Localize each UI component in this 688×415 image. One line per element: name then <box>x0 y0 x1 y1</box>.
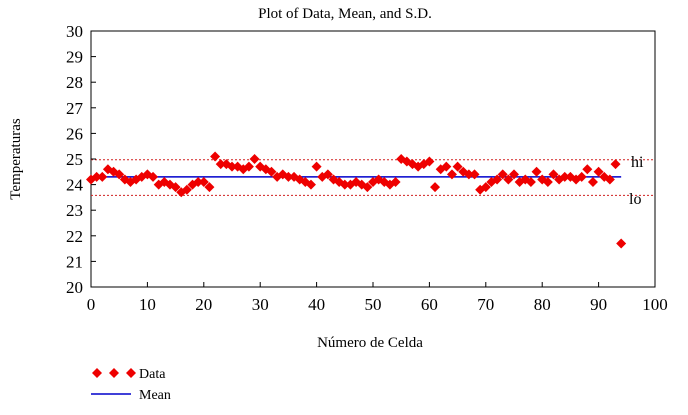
data-point <box>446 169 457 180</box>
legend-data-swatch <box>92 368 136 378</box>
x-tick-label: 50 <box>365 295 382 314</box>
plot-area-frame <box>90 30 656 288</box>
data-point <box>170 182 181 193</box>
data-point <box>576 171 587 182</box>
x-tick-label: 20 <box>195 295 212 314</box>
data-point <box>492 174 503 185</box>
data-point <box>463 169 474 180</box>
data-point <box>97 171 108 182</box>
data-point <box>114 169 125 180</box>
y-tick-label: 29 <box>66 48 83 67</box>
x-axis-title: Número de Celda <box>317 335 423 351</box>
data-point <box>283 171 294 182</box>
data-point <box>198 177 209 188</box>
x-tick-label: 30 <box>252 295 269 314</box>
data-point <box>424 156 435 167</box>
data-point <box>243 161 254 172</box>
data-points <box>86 151 627 249</box>
y-axis: 20 21 22 23 24 25 26 27 28 29 30 <box>66 22 96 297</box>
data-point <box>305 179 316 190</box>
x-tick-label: 0 <box>87 295 96 314</box>
data-point <box>587 177 598 188</box>
x-tick-label: 10 <box>139 295 156 314</box>
x-axis: 0 10 20 30 40 50 60 70 80 90 100 <box>87 282 668 314</box>
data-point <box>210 151 221 162</box>
data-point <box>249 154 260 164</box>
data-point <box>616 238 627 249</box>
x-tick-label: 100 <box>642 295 668 314</box>
y-tick-label: 30 <box>66 22 83 41</box>
data-point <box>430 182 441 193</box>
x-tick-label: 40 <box>308 295 325 314</box>
data-point <box>542 177 553 188</box>
data-point <box>604 174 615 185</box>
data-point <box>593 166 604 177</box>
data-point <box>193 177 204 188</box>
x-tick-label: 70 <box>477 295 494 314</box>
data-point <box>204 182 215 193</box>
y-tick-label: 22 <box>66 227 83 246</box>
data-point <box>582 164 593 175</box>
data-point <box>480 182 491 193</box>
data-point <box>503 174 514 185</box>
data-point <box>227 161 237 172</box>
hi-limit-label: hi <box>631 154 644 171</box>
data-point <box>559 171 570 182</box>
data-point <box>311 161 322 172</box>
data-point <box>497 169 508 180</box>
y-tick-label: 26 <box>66 124 83 143</box>
legend-mean-label: Mean <box>139 388 171 403</box>
data-point <box>469 169 480 180</box>
legend-data-marker <box>109 368 119 378</box>
x-tick-label: 90 <box>590 295 607 314</box>
data-point <box>266 166 277 177</box>
reference-lines <box>91 159 655 196</box>
x-tick-label: 60 <box>421 295 438 314</box>
x-tick-label: 80 <box>534 295 551 314</box>
y-tick-label: 21 <box>66 252 83 271</box>
data-point <box>525 177 536 188</box>
data-point <box>531 166 542 177</box>
legend-data-label: Data <box>139 367 166 382</box>
data-point <box>362 182 373 193</box>
data-point <box>509 169 519 180</box>
legend-data-marker <box>92 368 102 378</box>
y-tick-label: 28 <box>66 73 83 92</box>
data-point <box>91 171 102 182</box>
chart-title: Plot of Data, Mean, and S.D. <box>258 6 432 22</box>
lo-limit-label: lo <box>629 191 641 208</box>
data-point <box>215 159 226 170</box>
data-point <box>339 179 350 190</box>
data-point <box>452 161 463 172</box>
y-axis-title: Temperaturas <box>8 118 24 200</box>
data-point <box>610 159 621 170</box>
data-point <box>441 161 452 172</box>
data-point <box>148 171 159 182</box>
data-point <box>548 169 559 180</box>
data-point <box>322 169 333 180</box>
legend: Data Mean <box>91 367 171 403</box>
legend-data-marker <box>126 368 136 378</box>
y-tick-label: 20 <box>66 278 83 297</box>
y-tick-label: 25 <box>66 150 83 169</box>
y-tick-label: 24 <box>66 176 84 195</box>
data-point <box>181 184 192 195</box>
data-point <box>390 177 401 188</box>
y-tick-label: 23 <box>66 201 83 220</box>
y-tick-label: 27 <box>66 99 84 118</box>
